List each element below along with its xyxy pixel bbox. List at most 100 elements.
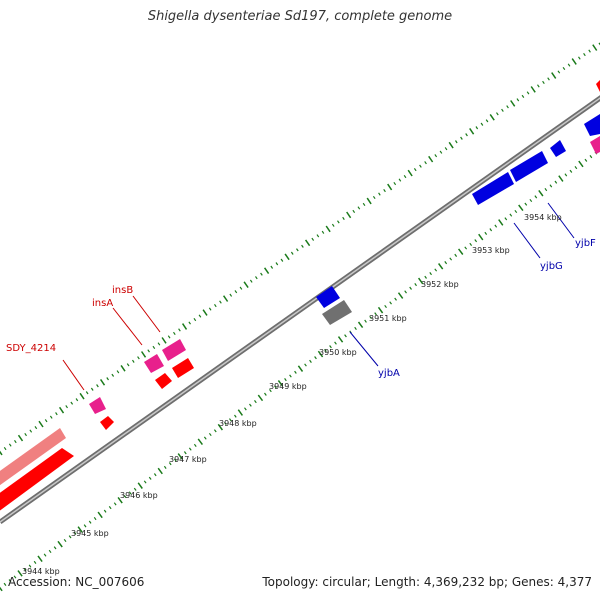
leader-insA <box>112 307 143 346</box>
minor-tick <box>167 335 171 339</box>
minor-tick <box>469 242 473 246</box>
gene-feature-insB[interactable] <box>162 339 186 361</box>
minor-tick <box>168 462 172 466</box>
minor-tick <box>143 480 147 484</box>
gene-feature-red-right[interactable] <box>596 80 600 92</box>
minor-tick <box>14 439 17 444</box>
major-tick <box>217 423 224 431</box>
gene-feature-blue-right[interactable] <box>584 114 600 136</box>
minor-tick <box>137 356 140 360</box>
minor-tick <box>249 279 253 283</box>
gene-feature-yjbG[interactable] <box>472 172 514 205</box>
major-tick <box>417 277 424 285</box>
minor-tick <box>249 403 252 407</box>
minor-tick <box>324 348 327 352</box>
major-tick <box>498 219 504 226</box>
major-tick <box>448 141 454 149</box>
minor-tick <box>544 187 548 192</box>
minor-tick <box>229 418 232 422</box>
major-tick <box>478 233 484 241</box>
minor-tick <box>96 384 99 388</box>
minor-tick <box>574 166 578 170</box>
minor-tick <box>413 168 417 172</box>
minor-tick <box>44 419 48 423</box>
minor-tick <box>454 140 458 144</box>
gene-feature-red-insA[interactable] <box>155 373 172 389</box>
minor-tick <box>219 300 222 304</box>
minor-tick <box>526 91 530 95</box>
gene-feature-yjbF[interactable] <box>550 140 566 157</box>
minor-tick <box>464 246 468 250</box>
gene-label-yjbG: yjbG <box>540 261 563 272</box>
major-tick <box>592 44 598 51</box>
minor-tick <box>34 426 38 430</box>
minor-tick <box>485 119 489 123</box>
minor-tick <box>424 275 427 279</box>
major-tick <box>558 175 564 182</box>
gene-feature-blue-b[interactable] <box>510 151 548 182</box>
minor-tick <box>583 52 586 57</box>
minor-tick <box>304 363 307 367</box>
minor-tick <box>444 261 448 265</box>
major-tick <box>538 189 544 197</box>
minor-tick <box>316 234 320 238</box>
scale-label: 3945 kbp <box>71 529 109 538</box>
major-tick <box>469 127 475 135</box>
minor-tick <box>329 345 332 349</box>
major-tick <box>571 58 577 65</box>
minor-tick <box>372 195 376 200</box>
gene-feature-pink-right[interactable] <box>590 136 600 154</box>
major-tick <box>202 309 208 316</box>
gene-feature-blue-a[interactable] <box>316 286 340 308</box>
minor-tick <box>334 341 337 345</box>
minor-tick <box>434 154 438 158</box>
gene-feature-red-insB[interactable] <box>172 358 194 378</box>
minor-tick <box>269 389 272 393</box>
scale-label: 3944 kbp <box>22 567 60 576</box>
minor-tick <box>314 356 317 360</box>
minor-tick <box>354 326 357 331</box>
minor-tick <box>578 56 581 60</box>
leader-sdy4214 <box>62 359 85 391</box>
minor-tick <box>484 231 488 235</box>
minor-tick <box>83 524 87 528</box>
scale-label: 3951 kbp <box>369 314 407 323</box>
gene-feature-yjbA[interactable] <box>322 300 352 325</box>
minor-tick <box>234 414 237 418</box>
minor-tick <box>48 549 52 554</box>
minor-tick <box>549 184 553 188</box>
topology-summary: Topology: circular; Length: 4,369,232 bp… <box>262 575 592 589</box>
minor-tick <box>429 272 432 276</box>
gene-feature-insA[interactable] <box>144 354 164 373</box>
minor-tick <box>85 391 89 395</box>
minor-tick <box>183 451 187 455</box>
minor-tick <box>342 216 345 221</box>
gene-feature-salmon[interactable] <box>0 428 66 488</box>
major-tick <box>57 540 63 548</box>
major-tick <box>140 351 147 358</box>
gene-features <box>0 80 600 512</box>
scale-label: 3953 kbp <box>472 246 510 255</box>
major-tick <box>37 555 43 563</box>
minor-tick <box>103 509 107 513</box>
inner-tick-track <box>0 151 598 592</box>
gene-feature-red-small[interactable] <box>100 416 114 430</box>
minor-tick <box>524 202 528 206</box>
minor-tick <box>111 373 115 377</box>
minor-tick <box>90 387 94 391</box>
minor-tick <box>589 155 593 159</box>
minor-tick <box>409 286 412 290</box>
minor-tick <box>13 575 17 579</box>
scale-label: 3954 kbp <box>524 213 562 222</box>
minor-tick <box>224 421 227 426</box>
major-tick <box>222 295 229 302</box>
gene-feature-red[interactable] <box>0 448 74 512</box>
major-tick <box>197 438 204 446</box>
minor-tick <box>534 195 538 199</box>
gene-feature-sdy4214[interactable] <box>89 397 106 414</box>
major-tick <box>510 100 516 107</box>
scale-label: 3952 kbp <box>421 280 459 289</box>
minor-tick <box>43 553 47 557</box>
major-tick <box>377 306 384 314</box>
major-tick <box>120 364 126 372</box>
